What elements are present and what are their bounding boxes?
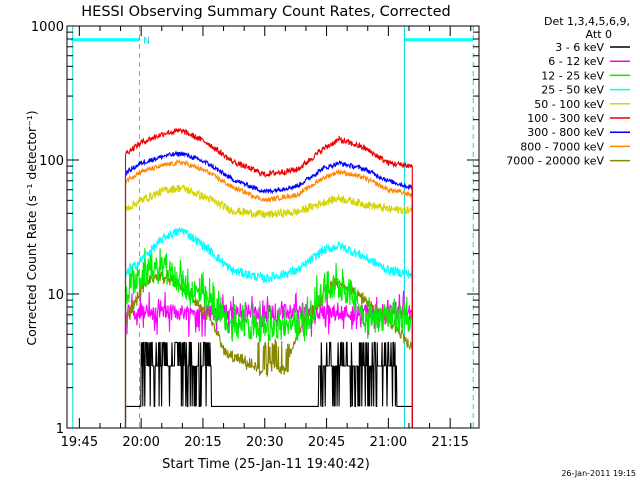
legend-label-1: 3 - 6 keV	[555, 41, 604, 54]
annotation-1: N	[143, 37, 150, 47]
x-tick-label: 20:30	[246, 435, 283, 450]
x-tick-label: 21:15	[431, 435, 468, 450]
series-line-800-7000-kev	[124, 159, 413, 428]
legend-label-4: 25 - 50 keV	[541, 84, 604, 97]
legend-header-line2: Att 0	[586, 28, 612, 41]
y-axis-label: Corrected Count Rate (s⁻¹ detector⁻¹)	[24, 110, 39, 345]
series-line-6-12-kev	[124, 287, 413, 428]
series-line-100-300-kev	[124, 127, 413, 428]
legend-label-6: 100 - 300 keV	[527, 112, 604, 125]
y-tick-label: 1000	[31, 20, 64, 35]
legend-label-3: 12 - 25 keV	[541, 69, 604, 82]
series-line-50-100-kev	[124, 184, 413, 428]
axes: 1 10 100 1000 19:45 20:00 20:15 20:30 20:45 21:00…	[31, 20, 480, 450]
x-axis-label: Start Time (25-Jan-11 19:40:42)	[162, 457, 370, 472]
legend-label-9: 7000 - 20000 keV	[506, 155, 604, 168]
legend-header-line1: Det 1,3,4,5,6,9,	[544, 15, 630, 28]
y-tick-label: 10	[47, 288, 64, 303]
plot-frame	[66, 25, 480, 429]
y-tick-label: 100	[39, 154, 64, 169]
x-tick-label: 19:45	[61, 435, 98, 450]
y-tick-label: 1	[56, 422, 64, 437]
chart-title: HESSI Observing Summary Count Rates, Cor…	[81, 4, 450, 20]
series-line-3-6-kev	[124, 341, 413, 428]
legend-label-7: 300 - 800 keV	[527, 126, 604, 139]
legend-label-5: 50 - 100 keV	[534, 98, 604, 111]
series-line-300-800-kev	[124, 150, 413, 428]
x-tick-label: 20:15	[184, 435, 221, 450]
legend-label-8: 800 - 7000 keV	[520, 140, 604, 153]
series-line-25-50-kev	[124, 227, 413, 428]
x-tick-label: 20:45	[308, 435, 345, 450]
plot-area: N	[71, 26, 474, 428]
x-tick-label: 21:00	[370, 435, 407, 450]
timestamp: 26-Jan-2011 19:15	[561, 469, 636, 478]
series-line-12-25-kev	[124, 247, 413, 428]
x-tick-label: 20:00	[122, 435, 159, 450]
legend-label-2: 6 - 12 keV	[548, 55, 604, 68]
